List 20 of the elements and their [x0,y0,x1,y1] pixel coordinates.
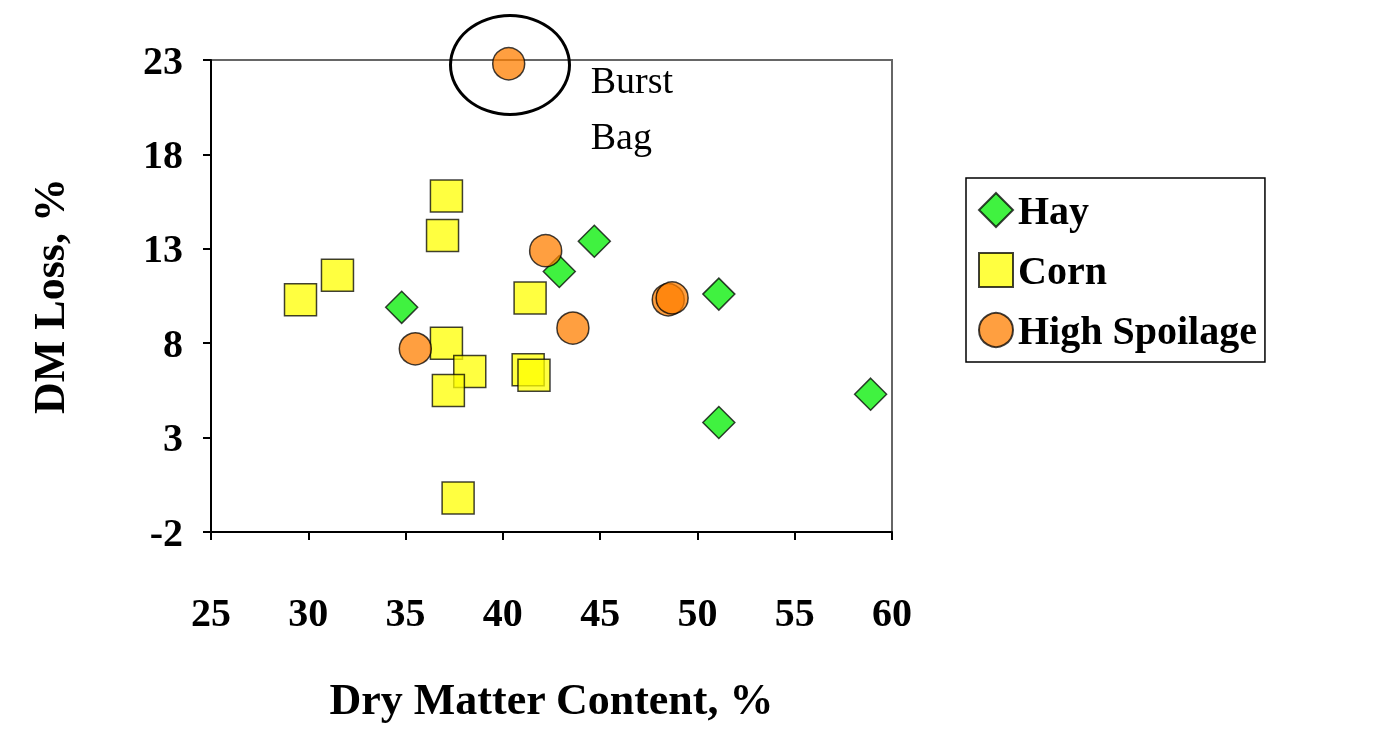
y-tick-label: 23 [143,37,183,83]
x-tick-label: 45 [580,589,621,635]
y-tick-label: 3 [163,415,183,461]
y-axis-title: DM Loss, % [24,178,74,414]
x-tick-label: 50 [677,589,718,635]
y-tick-label: -2 [149,509,183,555]
x-tick-label: 60 [872,589,912,635]
legend-label: Corn [1018,247,1107,293]
x-tick-label: 25 [191,589,231,635]
legend-label: High Spoilage [1018,307,1257,353]
annotation: Burst Bag [590,58,674,157]
x-tick-label: 55 [774,589,815,635]
x-tick-label: 35 [385,589,426,635]
x-axis-title: Dry Matter Content, % [329,674,774,724]
y-tick-label: 8 [163,320,183,366]
y-tick-label: 18 [143,131,183,177]
y-tick-label: 13 [143,226,183,272]
x-tick-label: 30 [288,589,329,635]
x-tick-label: 40 [482,589,523,635]
legend-label: Hay [1018,187,1090,233]
